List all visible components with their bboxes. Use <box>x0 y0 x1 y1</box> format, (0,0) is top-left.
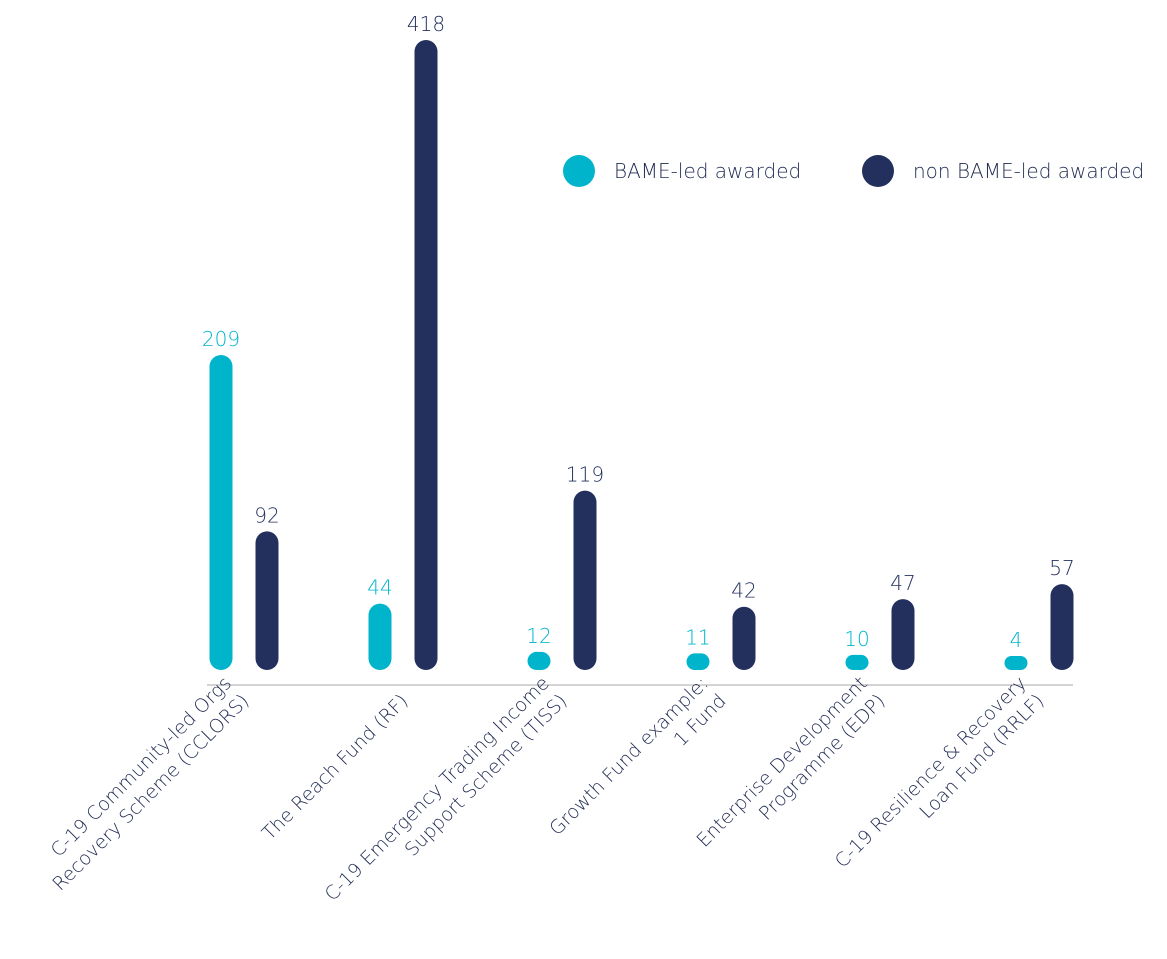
bar-non-bame-led-awarded-0 <box>255 531 279 670</box>
legend: BAME-led awarded non BAME-led awarded <box>563 155 1144 187</box>
category-label-0-line-0: C-19 Community-led Orgs <box>47 672 236 861</box>
bar-non-bame-led-awarded-2 <box>573 490 597 670</box>
category-label-2-line-0: C-19 Emergency Trading Income <box>321 672 554 905</box>
value-label-bame-led-awarded-1: 44 <box>367 576 392 600</box>
category-label-3-line-0: Growth Fund example: <box>545 672 713 840</box>
legend-label-bame-led-awarded: BAME-led awarded <box>614 159 801 183</box>
bar-non-bame-led-awarded-4 <box>891 599 915 670</box>
legend-swatch-non-bame-led-awarded <box>862 155 894 187</box>
value-label-non-bame-led-awarded-5: 57 <box>1049 556 1074 580</box>
value-label-non-bame-led-awarded-4: 47 <box>890 571 915 595</box>
value-label-non-bame-led-awarded-2: 119 <box>566 463 604 487</box>
value-label-bame-led-awarded-2: 12 <box>526 624 551 648</box>
value-label-non-bame-led-awarded-1: 418 <box>407 12 445 36</box>
bar-non-bame-led-awarded-3 <box>732 606 756 670</box>
bars-layer <box>209 40 1074 670</box>
bar-bame-led-awarded-0 <box>209 355 233 670</box>
bar-bame-led-awarded-4 <box>845 654 869 670</box>
bar-bame-led-awarded-1 <box>368 603 392 670</box>
bar-bame-led-awarded-3 <box>686 653 710 670</box>
value-label-bame-led-awarded-0: 209 <box>202 327 240 351</box>
legend-swatch-bame-led-awarded <box>563 155 595 187</box>
bar-non-bame-led-awarded-5 <box>1050 584 1074 670</box>
value-label-non-bame-led-awarded-3: 42 <box>731 579 756 603</box>
bar-bame-led-awarded-5 <box>1004 656 1028 670</box>
value-label-bame-led-awarded-3: 11 <box>685 625 710 649</box>
value-labels-layer: 209 44 12 11 10 4 92 418 119 42 47 57 <box>202 12 1075 652</box>
value-label-bame-led-awarded-4: 10 <box>844 627 869 651</box>
value-label-bame-led-awarded-5: 4 <box>1010 628 1023 652</box>
category-label-2-line-1: Support Scheme (TISS) <box>401 690 572 861</box>
legend-label-non-bame-led-awarded: non BAME-led awarded <box>913 159 1144 183</box>
value-label-non-bame-led-awarded-0: 92 <box>254 503 279 527</box>
bar-bame-led-awarded-2 <box>527 651 551 670</box>
bar-non-bame-led-awarded-1 <box>414 40 438 670</box>
category-label-0-line-1: Recovery Scheme (CCLORS) <box>48 690 253 895</box>
